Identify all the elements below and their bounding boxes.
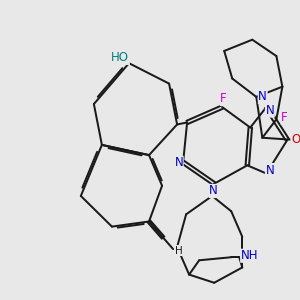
Text: N: N	[174, 156, 183, 169]
Text: N: N	[209, 184, 218, 197]
Text: N: N	[266, 104, 274, 117]
Text: HO: HO	[111, 52, 129, 64]
Text: N: N	[258, 90, 267, 104]
Text: O: O	[291, 133, 300, 146]
Text: H: H	[175, 245, 183, 256]
Text: F: F	[220, 92, 227, 106]
Text: F: F	[281, 111, 288, 124]
Text: N: N	[266, 164, 274, 176]
Text: NH: NH	[241, 249, 258, 262]
